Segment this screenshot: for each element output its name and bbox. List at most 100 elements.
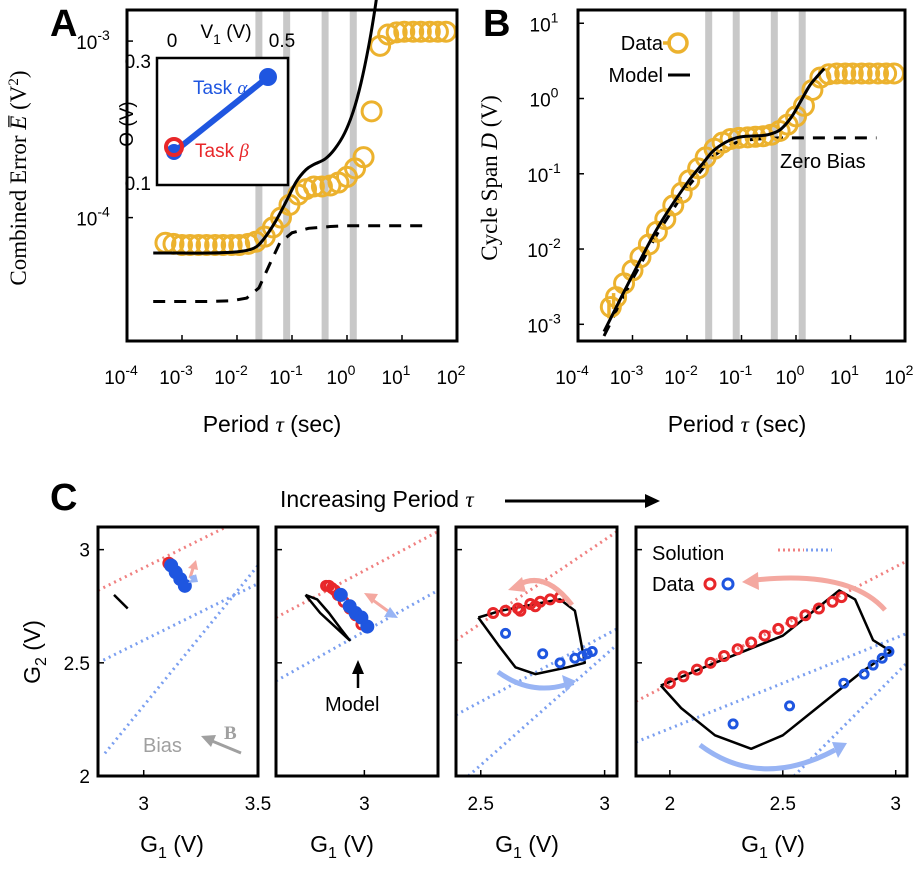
panel-b-model-line (602, 67, 826, 333)
sub4-arrow-red-shaft (754, 575, 887, 612)
data-point-red (499, 604, 512, 617)
data-point (858, 62, 881, 85)
panel-a-inset: 0 0.5 V1 (V) 0.3 0.1 O (V) Task α Task β (117, 22, 295, 195)
legend-data-label-c: Data (652, 574, 695, 596)
panel-b: 10-4 10-3 10-2 10-1 100 101 102 10-310-210-110… (477, 8, 914, 437)
panel-c-labels: G2 (V) G1 (V) G1 (V) G1 (V) G1 (V) (19, 620, 805, 862)
inset-y-tick-0: 0.3 (125, 52, 151, 73)
b-gray-band-1 (732, 10, 740, 341)
x-tick-label: 3 (138, 794, 149, 815)
x-tick-label: 10-2 (664, 362, 698, 389)
data-point-red (663, 677, 676, 690)
data-point-blue (838, 677, 850, 689)
data-point-red (677, 670, 690, 683)
panel-letter-c: C (50, 477, 77, 519)
panel-c-subplot-3: 2.5 3 (454, 525, 619, 815)
subplot-content (456, 530, 617, 776)
model-line (153, 0, 378, 255)
data-point-blue (360, 619, 375, 634)
panel-b-x-ticks: 10-4 10-3 10-2 10-1 100 101 102 (555, 335, 914, 389)
solution-line-blue (103, 564, 258, 755)
panel-c-y-label: G2 (V) (19, 620, 50, 684)
panel-b-y-ticks: 10-3 10-2 10-1 100 101 (527, 9, 584, 337)
data-point (834, 62, 857, 85)
inset-task-beta-label: Task β (195, 141, 249, 162)
y-tick-label: 10-4 (76, 204, 110, 231)
inset-beta-point-red (164, 137, 184, 157)
sub2-arrow-blue-head (384, 607, 398, 618)
sub4-arrow-red-head (742, 572, 759, 590)
solution-line-red (276, 530, 438, 619)
data-point (360, 100, 383, 123)
data-point-red (826, 595, 839, 608)
y-tick-label: 10-2 (527, 235, 561, 262)
x-tick-label: 10-3 (159, 362, 193, 389)
data-point (719, 127, 742, 150)
subplot-content (98, 527, 258, 755)
legend-data-label: Data (621, 33, 664, 55)
solution-line-blue (636, 631, 907, 744)
x-tick-label: 2.5 (468, 794, 494, 815)
subplot-frame (274, 525, 440, 778)
panel-c-annotations: Model Bias B Solution Data (143, 543, 832, 757)
model-loop (304, 593, 351, 642)
data-point (212, 233, 235, 256)
data-point (393, 20, 416, 43)
data-point-red (704, 656, 717, 669)
x-tick-label: 3.5 (245, 794, 271, 815)
x-tick-label: 2.5 (770, 794, 796, 815)
data-point-red (731, 643, 744, 656)
data-point (402, 20, 425, 43)
panel-c-x-label-4: G1 (V) (741, 831, 805, 862)
data-point (352, 146, 375, 169)
legend-data-red-marker (703, 577, 717, 591)
solution-line-blue (98, 582, 258, 665)
x-tick-label: 102 (437, 362, 466, 389)
y-tick-label: 101 (530, 9, 559, 36)
inset-x-tick-0: 0 (167, 31, 178, 52)
data-point-red (514, 604, 527, 617)
data-point-red (745, 636, 758, 649)
x-tick-label: 10-2 (214, 362, 248, 389)
data-point-blue (586, 646, 598, 657)
x-tick-label: 101 (830, 362, 859, 389)
panel-b-data-points (599, 62, 906, 318)
sub1-arrow-blue-head (188, 574, 198, 583)
legend-data-marker (667, 32, 689, 54)
data-point (302, 175, 325, 198)
sub4-arrow-blue-head (832, 742, 847, 758)
panel-c-header: Increasing Period τ (280, 486, 660, 512)
panel-a-y-ticks: 10-4 10-3 (76, 27, 133, 231)
x-tick-label: 10-4 (104, 362, 138, 389)
b-gray-band-3 (798, 10, 806, 341)
data-point-blue (858, 668, 870, 680)
panel-c: 3 3.532.523 2.5 3 2 2.5 3 (64, 525, 909, 815)
subplot-frame (96, 525, 260, 778)
subplot-frame (634, 525, 909, 778)
data-point-blue (867, 659, 879, 671)
data-point-blue (727, 718, 739, 730)
inset-task-line (172, 74, 270, 155)
y-tick-label: 3 (79, 541, 90, 562)
data-point-blue (883, 646, 895, 657)
panel-c-subplot-4: 2 2.5 3 (634, 525, 909, 815)
y-tick-label: 10-3 (527, 310, 561, 337)
x-tick-label: 10-1 (269, 362, 303, 389)
data-point (728, 126, 751, 149)
x-tick-label: 3 (890, 794, 901, 815)
data-point (841, 62, 864, 85)
panel-c-header-arrow-head (645, 494, 660, 508)
a-gray-band-2 (321, 10, 329, 341)
data-point (220, 233, 243, 256)
panel-b-gray-bands (705, 10, 806, 341)
panel-a-x-ticks: 10-4 10-3 10-2 10-1 100 101 102 (104, 335, 466, 389)
legend-solution-label: Solution (652, 543, 724, 565)
solution-line-blue (456, 627, 617, 717)
y-tick-label: 10-3 (76, 27, 110, 54)
subplot-frame (454, 525, 619, 778)
data-point-red (529, 600, 542, 613)
data-point-red (772, 622, 785, 635)
data-point-blue (177, 578, 192, 593)
bias-arrow-head (201, 735, 216, 747)
data-point-red (835, 591, 848, 604)
